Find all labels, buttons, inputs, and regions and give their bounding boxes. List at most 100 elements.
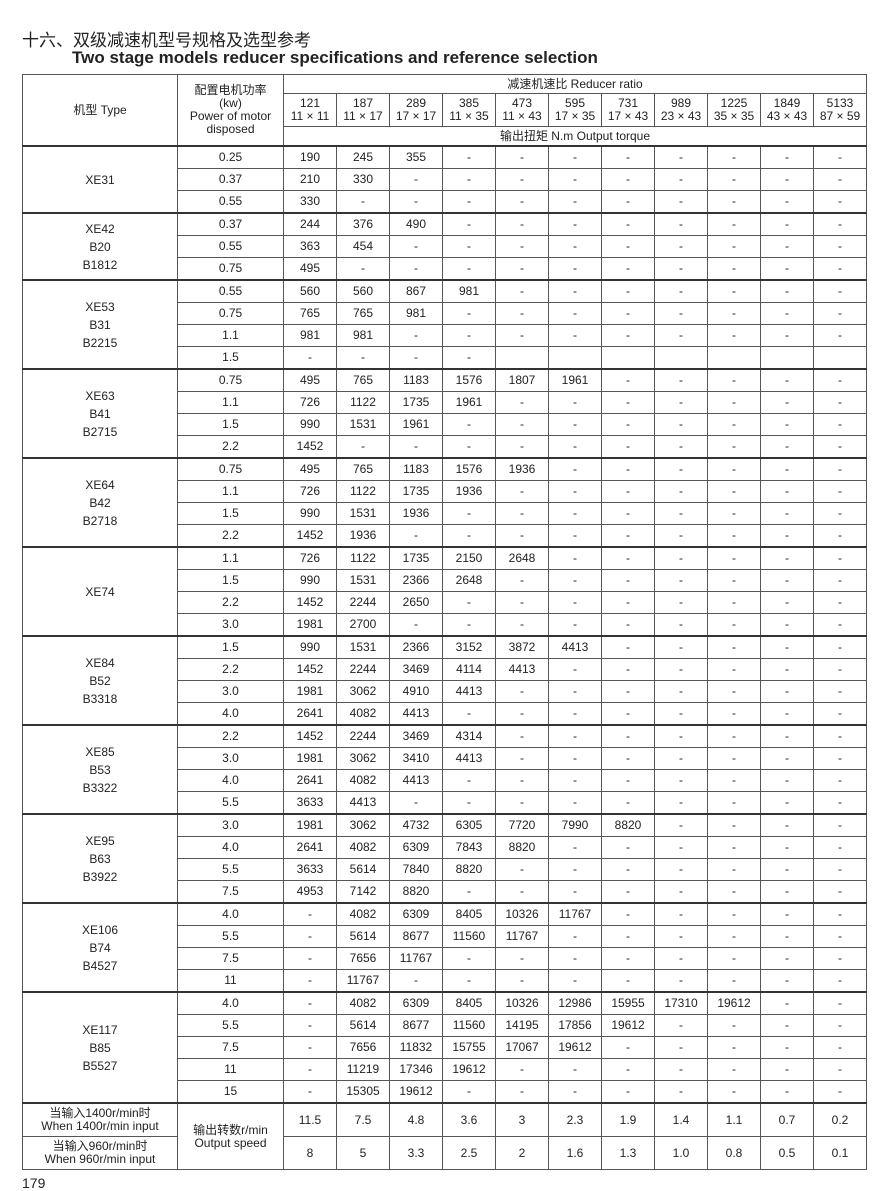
torque-cell: - (283, 1080, 337, 1104)
torque-cell: - (442, 212, 496, 236)
torque-cell: 17067 (495, 1036, 549, 1059)
torque-cell: - (442, 613, 496, 637)
cell-text: 0.1 (831, 1145, 849, 1160)
input-condition: 当输入1400r/min时 When 1400r/min input (22, 1102, 178, 1137)
torque-cell: - (654, 947, 708, 970)
torque-cell: - (813, 947, 867, 970)
cell-text: - (838, 795, 842, 809)
cell-text: - (626, 261, 630, 275)
cell-text: - (467, 706, 471, 720)
table-row: 5.5 - 5614 8677 11560 11767 - - - - - - (23, 925, 867, 948)
torque-cell: 726 (283, 391, 337, 414)
cell-text: - (679, 261, 683, 275)
cell-text: - (573, 462, 577, 476)
model-cell: XE64 B42 B2718 (22, 457, 178, 548)
torque-cell: - (389, 190, 443, 214)
cell-text: 8405 (455, 996, 483, 1010)
cell-text: - (785, 306, 789, 320)
cell-text: 867 (405, 284, 427, 298)
torque-cell: - (654, 546, 708, 570)
torque-cell: - (707, 413, 761, 436)
torque-cell: - (707, 168, 761, 191)
cell-text: - (785, 528, 789, 542)
cell-text: - (467, 617, 471, 631)
torque-cell: - (813, 546, 867, 570)
cell-text: XE53 (85, 299, 115, 314)
torque-cell: - (336, 190, 390, 214)
cell-text: - (573, 284, 577, 298)
cell-text: 17 × 35 (554, 109, 596, 123)
cell-text: - (732, 862, 736, 876)
torque-cell: - (548, 658, 602, 681)
torque-cell: - (548, 302, 602, 325)
torque-cell: - (813, 480, 867, 503)
torque-cell: 2641 (283, 836, 337, 859)
cell-text: 2244 (349, 662, 377, 676)
torque-cell: - (813, 813, 867, 837)
table-row: 0.75 765 765 981 - - - - - - - - (23, 302, 867, 325)
torque-cell: 765 (283, 302, 337, 325)
cell-text: 0.8 (725, 1145, 743, 1160)
cell-text: - (308, 929, 312, 943)
cell-text: - (467, 595, 471, 609)
torque-cell: - (760, 457, 814, 481)
cell-text: - (626, 172, 630, 186)
torque-cell: - (548, 880, 602, 904)
torque-cell: - (442, 324, 496, 347)
torque-cell: - (283, 925, 337, 948)
power-cell: 1.5 (177, 635, 284, 659)
cell-text: - (785, 506, 789, 520)
cell-text: - (573, 439, 577, 453)
cell-text: 2150 (455, 551, 483, 565)
cell-text: - (732, 1018, 736, 1032)
torque-cell: 4082 (336, 902, 390, 926)
cell-text: - (679, 951, 683, 965)
torque-cell: 3469 (389, 724, 443, 748)
cell-text: 981 (405, 306, 427, 320)
cell-text: - (785, 951, 789, 965)
cell-text: - (573, 684, 577, 698)
cell-text: B20 (89, 239, 111, 254)
cell-text: - (679, 150, 683, 164)
cell-text: - (626, 1062, 630, 1076)
cell-text: 4.0 (222, 996, 239, 1010)
torque-cell: - (495, 502, 549, 525)
cell-text: - (573, 729, 577, 743)
torque-cell: - (707, 858, 761, 881)
torque-cell: - (601, 613, 655, 637)
power-cell: 0.25 (177, 145, 284, 169)
table-row: 7.5 - 7656 11767 - - - - - - - - (23, 947, 867, 970)
cell-text: - (520, 217, 524, 231)
cell-text: - (838, 172, 842, 186)
torque-cell: 7843 (442, 836, 496, 859)
torque-cell: - (654, 769, 708, 792)
cell-text: - (679, 551, 683, 565)
cell-text: When 960r/min input (44, 1152, 156, 1166)
torque-cell: - (760, 1036, 814, 1059)
cell-text: 2.5 (460, 1145, 478, 1160)
torque-cell: - (601, 635, 655, 659)
torque-cell: - (760, 502, 814, 525)
power-cell: 2.2 (177, 435, 284, 459)
speed-cell: 3 (495, 1102, 549, 1137)
torque-cell: - (813, 880, 867, 904)
cell-text: - (679, 395, 683, 409)
torque-cell: 1981 (283, 747, 337, 770)
cell-text: 1.5 (222, 573, 239, 587)
cell-text: - (626, 1040, 630, 1054)
torque-cell: 1961 (389, 413, 443, 436)
cell-text: 1735 (402, 551, 430, 565)
cell-text: 726 (299, 395, 321, 409)
cell-text: - (626, 862, 630, 876)
cell-text: - (308, 951, 312, 965)
torque-cell: - (707, 257, 761, 281)
cell-text: 3469 (402, 729, 430, 743)
power-cell: 2.2 (177, 524, 284, 548)
cell-text: - (467, 795, 471, 809)
torque-cell: - (707, 212, 761, 236)
cell-text: - (838, 684, 842, 698)
cell-text: 1452 (296, 662, 324, 676)
cell-text: - (626, 951, 630, 965)
torque-cell: - (548, 257, 602, 281)
speed-cell: 2.5 (442, 1136, 496, 1170)
